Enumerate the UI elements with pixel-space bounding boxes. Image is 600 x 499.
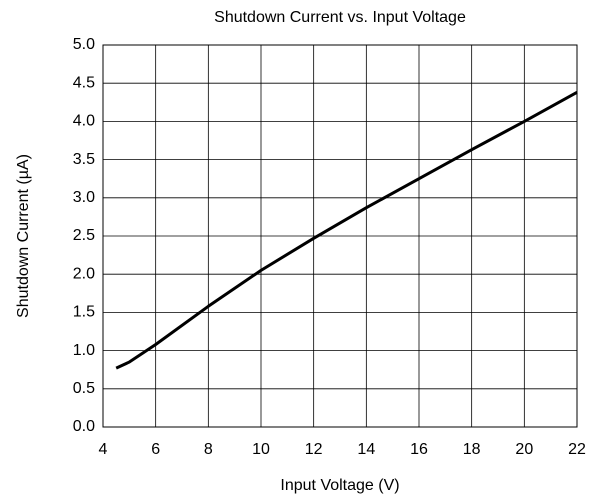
y-tick-label: 2.0 bbox=[73, 265, 95, 282]
y-tick-label: 3.0 bbox=[73, 189, 95, 206]
y-axis-label: Shutdown Current (µA) bbox=[15, 154, 32, 318]
y-tick-label: 4.5 bbox=[73, 74, 95, 91]
x-tick-label: 8 bbox=[204, 441, 213, 458]
y-tick-label: 3.5 bbox=[73, 151, 95, 168]
y-tick-label: 0.5 bbox=[73, 380, 95, 397]
data-line bbox=[115, 91, 578, 370]
y-tick-label: 1.0 bbox=[73, 342, 95, 359]
y-tick-label: 0.0 bbox=[73, 418, 95, 435]
x-tick-label: 6 bbox=[151, 441, 160, 458]
x-tick-label: 4 bbox=[99, 441, 108, 458]
y-tick-label: 5.0 bbox=[73, 36, 95, 53]
x-tick-label: 12 bbox=[305, 441, 323, 458]
plot-border bbox=[102, 44, 578, 428]
x-tick-label: 14 bbox=[357, 441, 375, 458]
chart-title: Shutdown Current vs. Input Voltage bbox=[214, 9, 466, 26]
y-tick-label: 2.5 bbox=[73, 227, 95, 244]
x-tick-label: 22 bbox=[568, 441, 586, 458]
x-axis-label: Input Voltage (V) bbox=[280, 477, 399, 494]
y-tick-label: 4.0 bbox=[73, 113, 95, 130]
x-tick-label: 16 bbox=[410, 441, 428, 458]
x-tick-label: 20 bbox=[515, 441, 533, 458]
y-tick-label: 1.5 bbox=[73, 304, 95, 321]
x-tick-label: 10 bbox=[252, 441, 270, 458]
x-tick-label: 18 bbox=[463, 441, 481, 458]
